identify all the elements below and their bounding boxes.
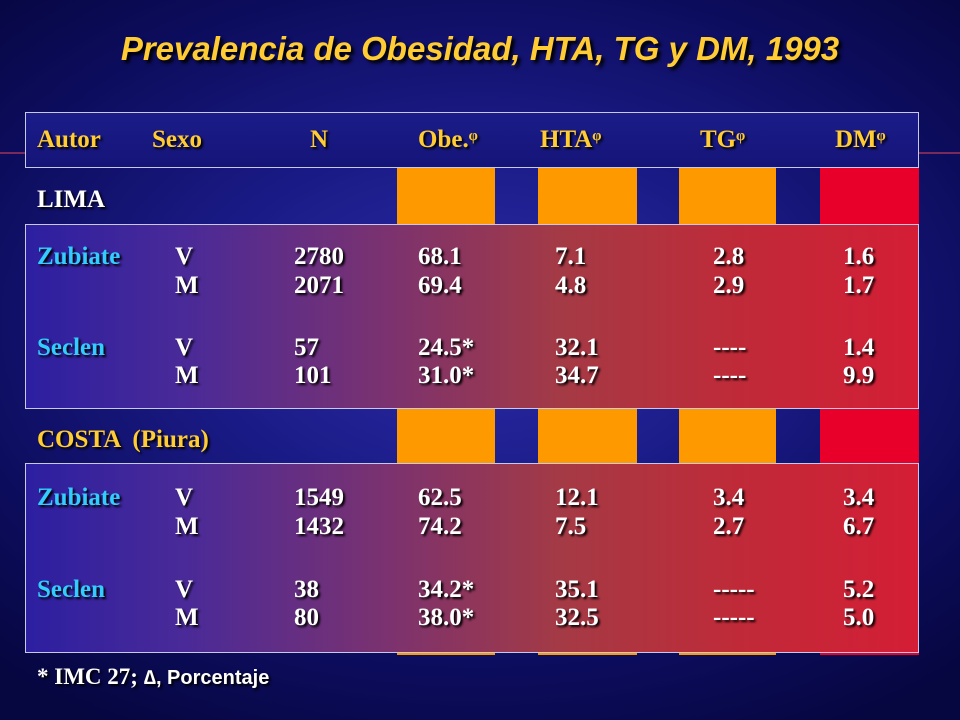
header-obe: Obe.ᵠ [418, 126, 478, 153]
row-autor: Zubiate [37, 243, 121, 270]
header-sexo: Sexo [152, 126, 202, 153]
row-sexo: V [175, 243, 194, 270]
row-dm: 3.4 [843, 484, 875, 511]
header-dm: DMᵠ [835, 126, 886, 153]
row-sexo: V [175, 334, 194, 361]
row-sexo: M [175, 272, 199, 299]
header-autor: Autor [37, 126, 101, 153]
row-autor: Seclen [37, 576, 106, 603]
row-dm: 1.4 [843, 334, 875, 361]
row-tg: 3.4 [713, 484, 745, 511]
row-n: 101 [294, 362, 332, 389]
row-sexo: V [175, 576, 194, 603]
row-hta: 7.1 [555, 243, 587, 270]
footnote-imc: * IMC 27; [37, 664, 144, 689]
delta-icon: ∆ [143, 667, 156, 689]
row-tg: 2.7 [713, 513, 745, 540]
row-obe: 69.4 [418, 272, 462, 299]
lima-data-box [25, 224, 919, 409]
row-n: 2780 [294, 243, 344, 270]
row-dm: 5.0 [843, 604, 875, 631]
row-obe: 24.5* [418, 334, 475, 361]
row-autor: Zubiate [37, 484, 121, 511]
row-n: 1432 [294, 513, 344, 540]
row-hta: 32.1 [555, 334, 599, 361]
row-obe: 34.2* [418, 576, 475, 603]
row-tg: ---- [713, 362, 747, 389]
row-obe: 68.1 [418, 243, 462, 270]
row-dm: 9.9 [843, 362, 875, 389]
row-hta: 7.5 [555, 513, 587, 540]
costa-data-box [25, 463, 919, 653]
row-sexo: M [175, 604, 199, 631]
row-obe: 62.5 [418, 484, 462, 511]
row-tg: ----- [713, 576, 755, 603]
row-dm: 1.7 [843, 272, 875, 299]
row-hta: 34.7 [555, 362, 599, 389]
page-title: Prevalencia de Obesidad, HTA, TG y DM, 1… [120, 30, 840, 67]
row-obe: 38.0* [418, 604, 475, 631]
row-n: 1549 [294, 484, 344, 511]
header-n: N [310, 126, 329, 153]
section-label-costa: COSTA (Piura) [37, 426, 209, 453]
section-label-lima: LIMA [37, 186, 106, 213]
header-tg: TGᵠ [700, 126, 746, 153]
row-tg: 2.8 [713, 243, 745, 270]
footnote-porcentaje: , Porcentaje [155, 667, 270, 689]
header-hta: HTAᵠ [540, 126, 602, 153]
row-sexo: M [175, 362, 199, 389]
row-n: 57 [294, 334, 319, 361]
row-hta: 32.5 [555, 604, 599, 631]
row-dm: 5.2 [843, 576, 875, 603]
row-obe: 74.2 [418, 513, 462, 540]
row-n: 80 [294, 604, 319, 631]
divider-line-left [0, 152, 25, 154]
row-hta: 35.1 [555, 576, 599, 603]
row-obe: 31.0* [418, 362, 475, 389]
table-header [25, 112, 919, 168]
row-hta: 12.1 [555, 484, 599, 511]
row-sexo: M [175, 513, 199, 540]
row-hta: 4.8 [555, 272, 587, 299]
row-dm: 6.7 [843, 513, 875, 540]
row-dm: 1.6 [843, 243, 875, 270]
footnote: * IMC 27; ∆, Porcentaje [37, 664, 269, 690]
row-n: 2071 [294, 272, 344, 299]
divider-line-right [919, 152, 960, 154]
row-tg: ----- [713, 604, 755, 631]
row-tg: ---- [713, 334, 747, 361]
row-autor: Seclen [37, 334, 106, 361]
row-tg: 2.9 [713, 272, 745, 299]
row-n: 38 [294, 576, 319, 603]
row-sexo: V [175, 484, 194, 511]
